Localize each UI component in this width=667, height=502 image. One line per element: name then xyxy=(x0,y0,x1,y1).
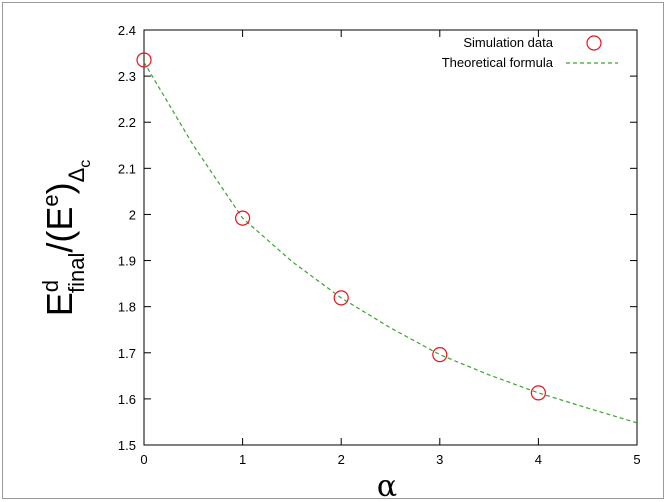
y-axis-label: Edfinal/(Ee)Δc xyxy=(38,160,94,317)
x-axis-label: α xyxy=(377,469,397,502)
x-tick-label: 3 xyxy=(436,452,443,467)
y-tick-label: 2.4 xyxy=(118,23,136,38)
y-tick-label: 2.3 xyxy=(118,69,136,84)
theoretical-formula-line xyxy=(143,61,638,424)
y-tick-label: 2 xyxy=(129,207,136,222)
legend: Simulation data Theoretical formula xyxy=(442,35,618,70)
legend-label-simulation: Simulation data xyxy=(463,35,553,50)
x-tick-label: 0 xyxy=(140,452,147,467)
y-label-E: E xyxy=(39,292,80,316)
axis-ticks: 0 1 2 3 4 5 1.5 1.6 1.7 1.8 1.9 2 2.1 2.2 2.3 2.4 xyxy=(118,23,641,467)
y-label-slash-paren-E: /(E xyxy=(39,207,80,253)
plot-area xyxy=(143,29,638,446)
y-label-sub-c: c xyxy=(77,160,94,168)
x-tick-label: 1 xyxy=(239,452,246,467)
simulation-points-group xyxy=(136,52,547,401)
x-tick-label: 4 xyxy=(535,452,542,467)
y-label-sup-e: e xyxy=(38,194,63,206)
y-tick-label: 1.5 xyxy=(118,438,136,453)
y-tick-label: 1.7 xyxy=(118,346,136,361)
y-label-sup-d: d xyxy=(38,280,63,292)
x-tick-label: 5 xyxy=(633,452,640,467)
y-tick-label: 1.9 xyxy=(118,254,136,269)
simulation-data-point xyxy=(530,385,547,401)
y-label-close-paren: ) xyxy=(39,182,80,194)
legend-marker-simulation xyxy=(586,35,602,51)
simulation-data-point xyxy=(432,347,448,363)
x-tick-label: 2 xyxy=(338,452,345,467)
simulation-data-point xyxy=(235,210,251,226)
y-label-sub-delta: Δ xyxy=(64,167,89,182)
y-label-sub-final: final xyxy=(64,253,89,293)
y-tick-label: 2.2 xyxy=(118,115,136,130)
simulation-data-point xyxy=(333,290,349,306)
svg-text:Edfinal/(Ee)Δc: Edfinal/(Ee)Δc xyxy=(38,160,94,317)
y-tick-label: 2.1 xyxy=(118,161,136,176)
y-tick-label: 1.6 xyxy=(118,392,136,407)
theoretical-curve-group xyxy=(143,61,638,424)
simulation-data-point xyxy=(136,52,152,68)
y-tick-label: 1.8 xyxy=(118,300,136,315)
legend-label-theoretical: Theoretical formula xyxy=(442,55,554,70)
